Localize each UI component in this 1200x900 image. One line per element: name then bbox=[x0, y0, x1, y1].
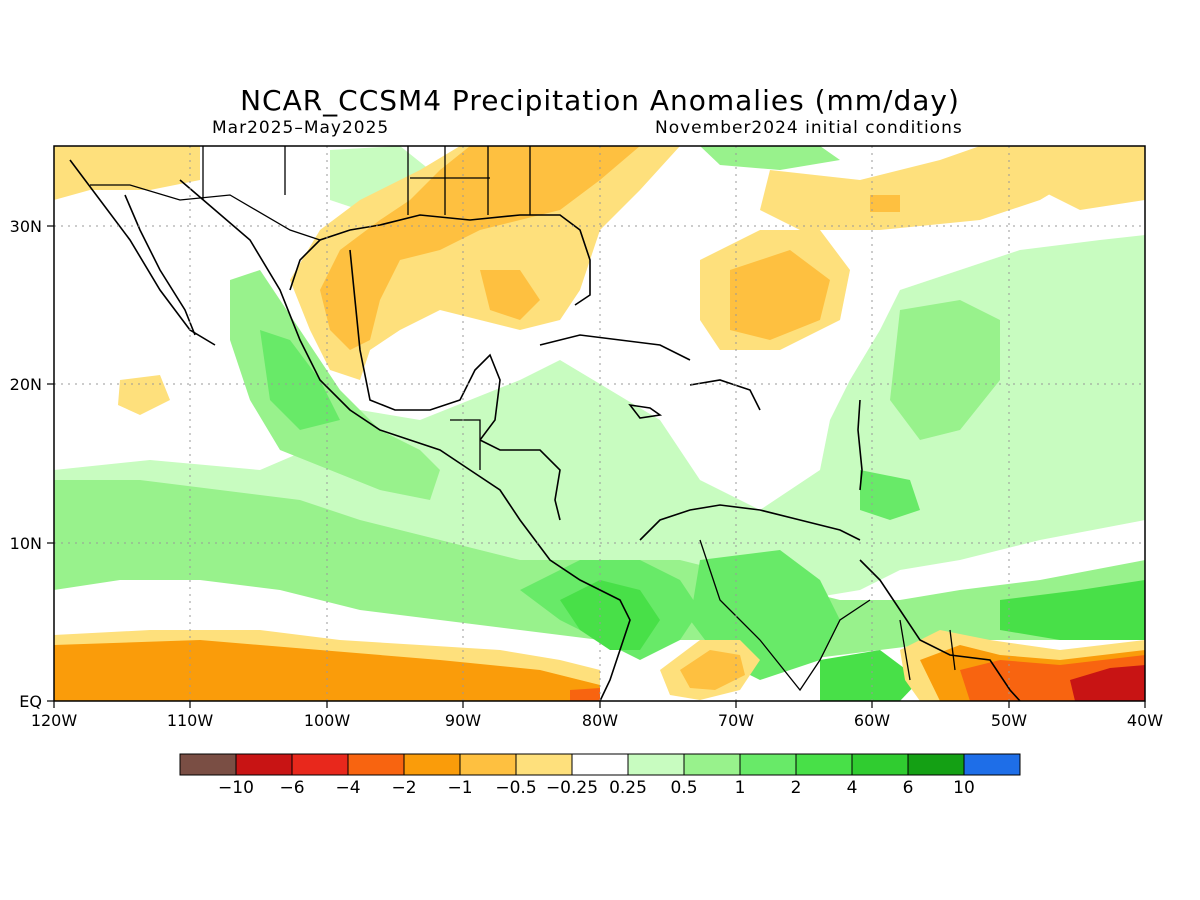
colorbar-swatch bbox=[179, 753, 237, 776]
lon-tick: 70W bbox=[718, 711, 754, 730]
colorbar-swatch bbox=[291, 753, 349, 776]
axis-ticks bbox=[47, 225, 1146, 708]
country-borders bbox=[90, 146, 956, 692]
colorbar-label: 6 bbox=[903, 778, 914, 798]
lon-tick: 110W bbox=[167, 711, 214, 730]
lon-tick-labels: 120W 110W 100W 90W 80W 70W 60W 50W 40W bbox=[31, 711, 1163, 730]
initial-conditions: November2024 initial conditions bbox=[655, 118, 963, 138]
lon-tick: 40W bbox=[1127, 711, 1163, 730]
graticule bbox=[54, 146, 1145, 701]
lat-tick: EQ bbox=[19, 692, 42, 711]
colorbar-swatch bbox=[683, 753, 741, 776]
colorbar-label: −6 bbox=[279, 778, 304, 798]
colorbar-swatch bbox=[627, 753, 685, 776]
lon-tick: 50W bbox=[991, 711, 1027, 730]
lon-tick: 100W bbox=[304, 711, 351, 730]
lon-tick: 120W bbox=[31, 711, 78, 730]
colorbar-label: −10 bbox=[218, 778, 254, 798]
forecast-period: Mar2025–May2025 bbox=[212, 118, 390, 138]
colorbar: −10 −6 −4 −2 −1 −0.5 −0.25 0.25 0.5 1 2 4 6 10 bbox=[179, 753, 1021, 798]
lat-tick: 20N bbox=[10, 375, 42, 394]
colorbar-label: 4 bbox=[847, 778, 858, 798]
colorbar-swatch bbox=[851, 753, 909, 776]
colorbar-swatch bbox=[515, 753, 573, 776]
lon-tick: 90W bbox=[445, 711, 481, 730]
colorbar-label: −2 bbox=[391, 778, 416, 798]
colorbar-label: 10 bbox=[953, 778, 975, 798]
lat-tick-labels: EQ 10N 20N 30N bbox=[10, 217, 42, 711]
colorbar-swatch bbox=[963, 753, 1021, 776]
colorbar-swatch bbox=[739, 753, 797, 776]
colorbar-label: 2 bbox=[791, 778, 802, 798]
colorbar-swatch bbox=[347, 753, 405, 776]
colorbar-swatch bbox=[907, 753, 965, 776]
coastlines bbox=[69, 159, 1021, 701]
lat-tick: 30N bbox=[10, 217, 42, 236]
colorbar-label: −4 bbox=[335, 778, 360, 798]
colorbar-swatch bbox=[235, 753, 293, 776]
colorbar-swatch bbox=[403, 753, 461, 776]
anomaly-field bbox=[54, 146, 1145, 701]
colorbar-label: 0.25 bbox=[609, 778, 647, 798]
colorbar-label: −1 bbox=[447, 778, 472, 798]
colorbar-swatch bbox=[795, 753, 853, 776]
colorbar-label: −0.5 bbox=[495, 778, 536, 798]
colorbar-label: 1 bbox=[735, 778, 746, 798]
lat-tick: 10N bbox=[10, 534, 42, 553]
map-title: NCAR_CCSM4 Precipitation Anomalies (mm/d… bbox=[240, 84, 960, 117]
colorbar-label: 0.5 bbox=[670, 778, 697, 798]
colorbar-swatch bbox=[459, 753, 517, 776]
lon-tick: 60W bbox=[854, 711, 890, 730]
lon-tick: 80W bbox=[582, 711, 618, 730]
colorbar-label: −0.25 bbox=[546, 778, 598, 798]
colorbar-swatch bbox=[571, 753, 629, 776]
